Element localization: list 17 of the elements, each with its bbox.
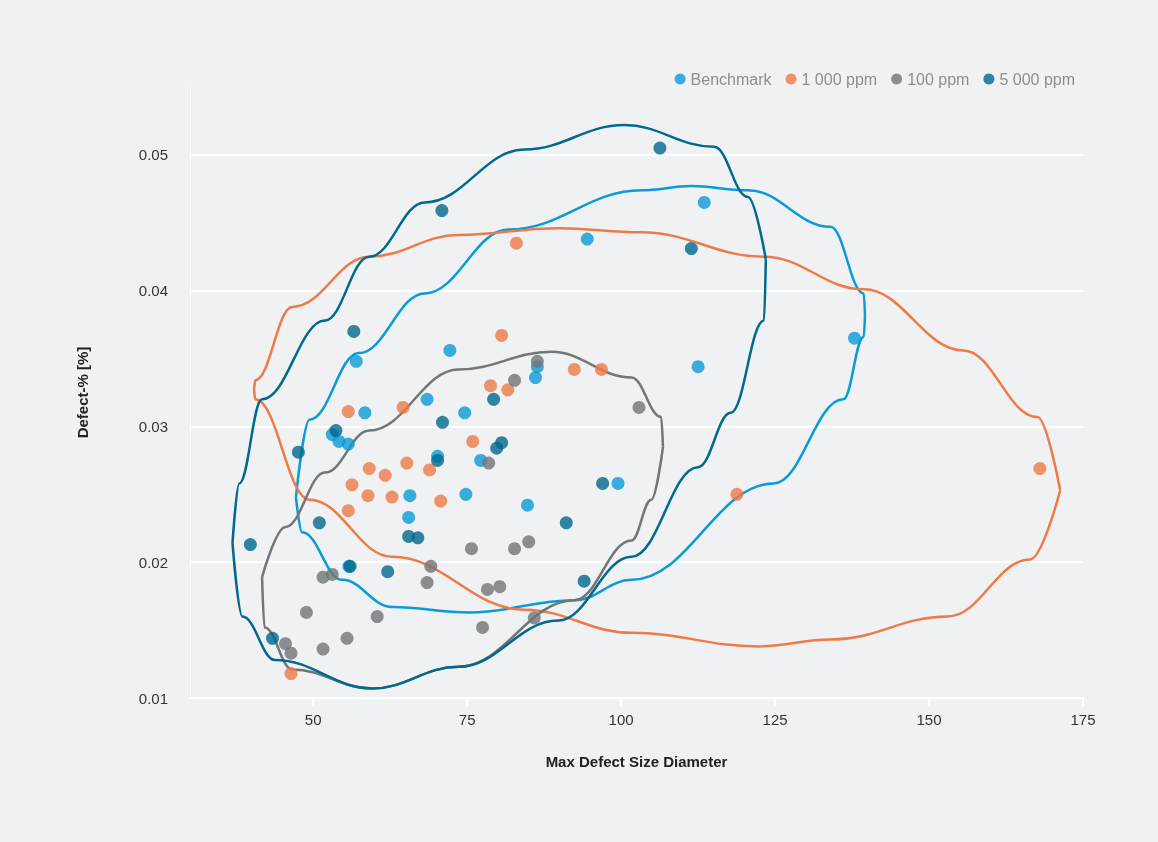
legend-label: 5 000 ppm: [999, 70, 1075, 88]
x-tick-label: 100: [608, 711, 634, 728]
y-tick-label: 0.01: [138, 689, 168, 707]
legend-label: Benchmark: [690, 70, 773, 88]
y-tick-label: 0.05: [138, 146, 168, 164]
x-tick-label: 125: [762, 711, 788, 728]
legend-label: 100 ppm: [907, 70, 970, 88]
x-tick-label: 175: [1070, 711, 1096, 728]
x-tick-label: 150: [916, 711, 942, 728]
x-tick-label: 75: [458, 711, 476, 728]
y-axis-title: Defect-% [%]: [74, 346, 91, 439]
legend-label: 1 000 ppm: [801, 70, 878, 88]
y-tick-label: 0.03: [138, 417, 168, 435]
x-axis-title: Max Defect Size Diameter: [545, 753, 728, 770]
y-tick-label: 0.02: [138, 553, 168, 571]
y-tick-label: 0.04: [138, 282, 168, 300]
x-tick-label: 50: [304, 711, 322, 728]
